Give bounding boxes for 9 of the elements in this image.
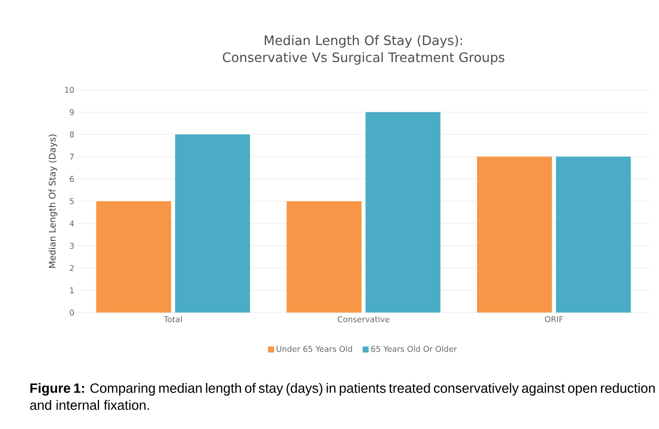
text: Figure 1: Comparing median length of stay (days) in patients treated conservatively against open reduction and internal fixation. [30,382,655,410]
bar [477,156,552,312]
y-axis-title: Median Length Of Stay (Days) [48,134,58,268]
bar [175,134,250,312]
bar [556,156,631,312]
bar [96,201,172,312]
bar [286,201,362,312]
chart-title: Median Length Of Stay (Days): Conservative Vs Surgical Treatment Groups [222,34,504,64]
bar [366,112,440,312]
